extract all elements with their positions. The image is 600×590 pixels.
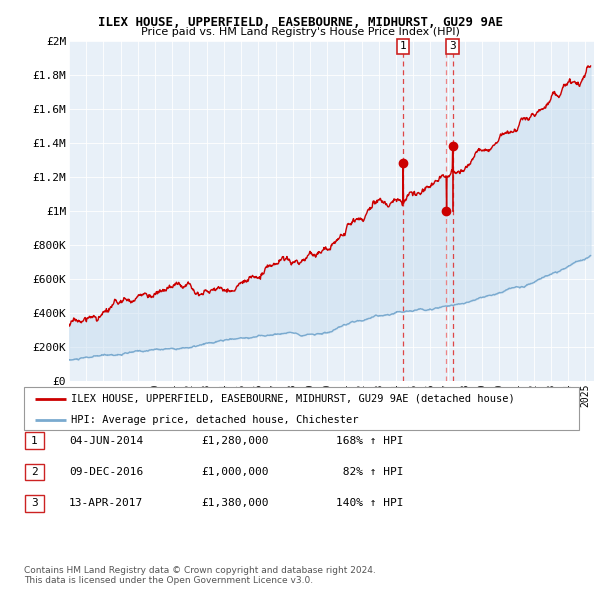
- Text: 04-JUN-2014: 04-JUN-2014: [69, 436, 143, 445]
- Text: 09-DEC-2016: 09-DEC-2016: [69, 467, 143, 477]
- Text: 13-APR-2017: 13-APR-2017: [69, 499, 143, 508]
- Text: £1,280,000: £1,280,000: [201, 436, 269, 445]
- Text: 82% ↑ HPI: 82% ↑ HPI: [336, 467, 404, 477]
- Text: 140% ↑ HPI: 140% ↑ HPI: [336, 499, 404, 508]
- Text: £1,000,000: £1,000,000: [201, 467, 269, 477]
- FancyBboxPatch shape: [25, 464, 44, 480]
- Text: £1,380,000: £1,380,000: [201, 499, 269, 508]
- Text: 3: 3: [449, 41, 456, 51]
- Text: 1: 1: [31, 436, 38, 445]
- Text: ILEX HOUSE, UPPERFIELD, EASEBOURNE, MIDHURST, GU29 9AE (detached house): ILEX HOUSE, UPPERFIELD, EASEBOURNE, MIDH…: [71, 394, 515, 404]
- FancyBboxPatch shape: [25, 495, 44, 512]
- FancyBboxPatch shape: [25, 432, 44, 449]
- Text: 2: 2: [31, 467, 38, 477]
- Text: HPI: Average price, detached house, Chichester: HPI: Average price, detached house, Chic…: [71, 415, 359, 425]
- Text: 1: 1: [400, 41, 407, 51]
- Text: ILEX HOUSE, UPPERFIELD, EASEBOURNE, MIDHURST, GU29 9AE: ILEX HOUSE, UPPERFIELD, EASEBOURNE, MIDH…: [97, 16, 503, 29]
- Text: Contains HM Land Registry data © Crown copyright and database right 2024.
This d: Contains HM Land Registry data © Crown c…: [24, 566, 376, 585]
- Text: 3: 3: [31, 499, 38, 508]
- FancyBboxPatch shape: [24, 387, 579, 430]
- Text: 168% ↑ HPI: 168% ↑ HPI: [336, 436, 404, 445]
- Text: Price paid vs. HM Land Registry's House Price Index (HPI): Price paid vs. HM Land Registry's House …: [140, 27, 460, 37]
